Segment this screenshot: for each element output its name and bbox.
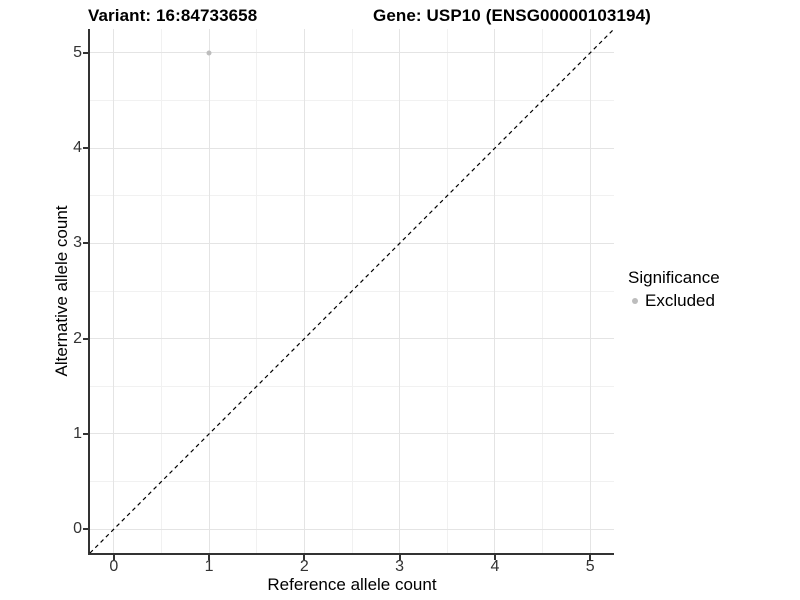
y-axis-tick bbox=[83, 528, 88, 531]
gridline-major-horizontal bbox=[90, 52, 614, 54]
identity-reference-line bbox=[89, 28, 615, 554]
y-axis-line bbox=[88, 29, 90, 555]
gridline-major-horizontal bbox=[90, 147, 614, 149]
y-axis-tick-label: 2 bbox=[73, 329, 82, 347]
y-axis-tick-label: 1 bbox=[73, 424, 82, 442]
x-axis-title: Reference allele count bbox=[267, 575, 437, 594]
gridline-minor-horizontal bbox=[90, 385, 614, 387]
gridline-minor-horizontal bbox=[90, 195, 614, 197]
data-point bbox=[206, 50, 212, 56]
y-axis-tick bbox=[83, 432, 88, 435]
legend: Significance Excluded bbox=[628, 268, 720, 311]
x-axis-tick-label: 2 bbox=[299, 558, 309, 575]
y-axis-tick-label: 3 bbox=[73, 234, 82, 252]
x-axis-tick bbox=[398, 555, 401, 560]
x-axis-tick bbox=[493, 555, 496, 560]
x-axis-tick-label: 4 bbox=[490, 558, 500, 575]
x-axis-tick bbox=[112, 555, 115, 560]
gridline-minor-horizontal bbox=[90, 99, 614, 101]
gridline-major-vertical bbox=[208, 29, 210, 553]
gridline-major-horizontal bbox=[90, 338, 614, 340]
x-axis-tick-label: 5 bbox=[585, 558, 595, 575]
x-axis-line bbox=[88, 553, 614, 555]
y-axis-tick bbox=[83, 51, 88, 54]
x-axis-tick-label: 0 bbox=[109, 558, 119, 575]
gridline-minor-horizontal bbox=[90, 481, 614, 483]
x-axis-tick bbox=[303, 555, 306, 560]
y-axis-tick-label: 5 bbox=[73, 43, 82, 61]
gridline-major-horizontal bbox=[90, 433, 614, 435]
gridline-major-horizontal bbox=[90, 242, 614, 244]
legend-title: Significance bbox=[628, 268, 720, 287]
plot-title-gene: Gene: USP10 (ENSG00000103194) bbox=[373, 6, 651, 25]
y-axis-tick bbox=[83, 242, 88, 245]
x-axis-tick-label: 1 bbox=[204, 558, 214, 575]
plot-title-variant: Variant: 16:84733658 bbox=[88, 6, 258, 25]
gridline-major-vertical bbox=[494, 29, 496, 553]
gridline-major-vertical bbox=[399, 29, 401, 553]
x-axis-tick bbox=[208, 555, 211, 560]
legend-item: Excluded bbox=[628, 291, 720, 311]
gridline-major-vertical bbox=[303, 29, 305, 553]
legend-item-label: Excluded bbox=[645, 291, 715, 310]
gridline-major-vertical bbox=[589, 29, 591, 553]
x-axis-tick-label: 3 bbox=[395, 558, 405, 575]
legend-point-icon bbox=[632, 298, 638, 304]
y-axis-tick bbox=[83, 337, 88, 340]
y-axis-tick bbox=[83, 147, 88, 150]
x-axis-tick bbox=[589, 555, 592, 560]
gridline-major-horizontal bbox=[90, 528, 614, 530]
y-axis-title: Alternative allele count bbox=[52, 205, 71, 377]
plot-panel: 0 1 2 3 4 5 0 1 2 3 4 5 bbox=[73, 28, 615, 575]
gridline-major-vertical bbox=[113, 29, 115, 553]
y-axis-tick-label: 4 bbox=[73, 139, 82, 157]
y-axis-tick-label: 0 bbox=[73, 520, 82, 538]
